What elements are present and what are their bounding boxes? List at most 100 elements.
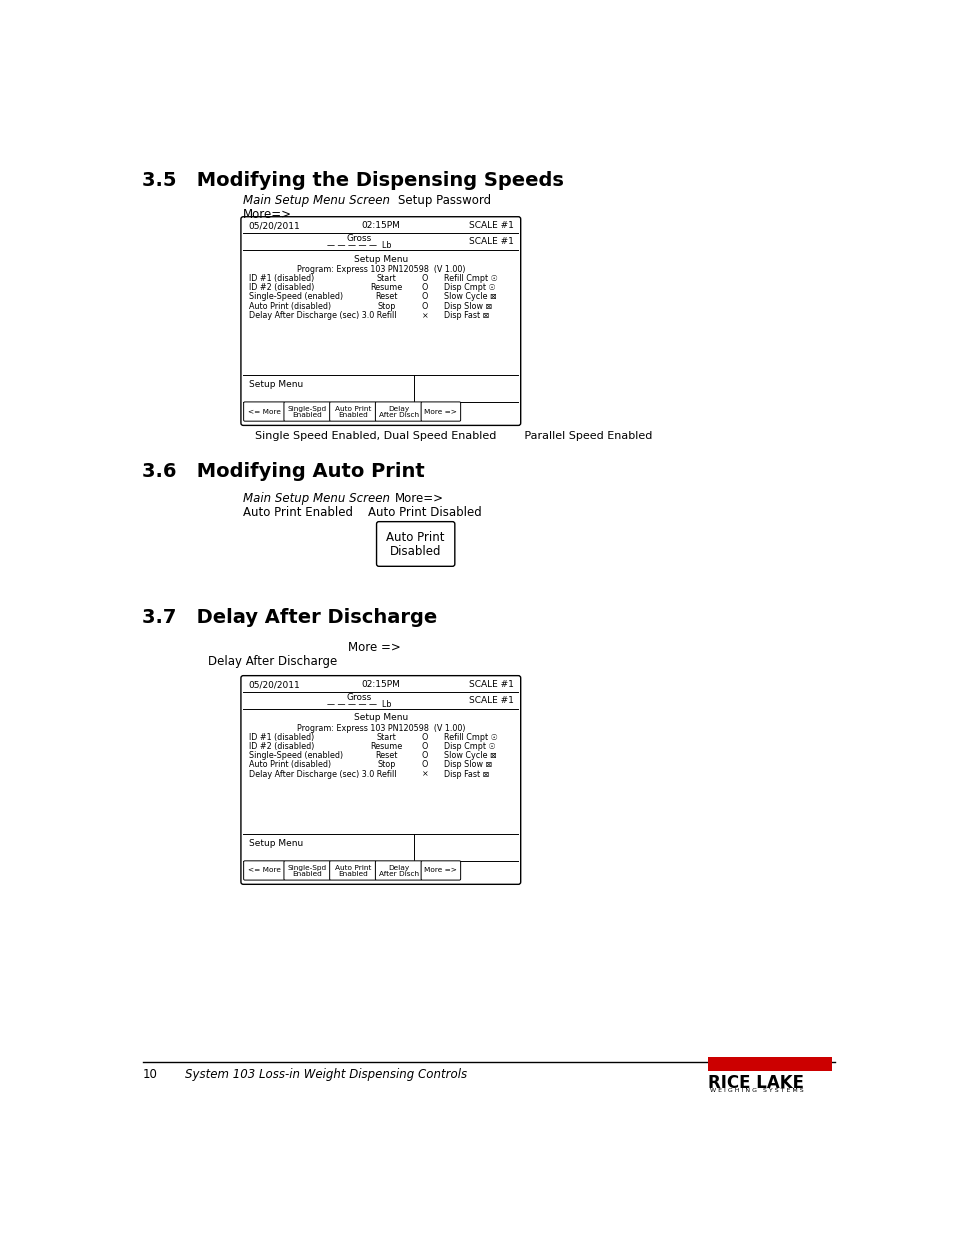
Text: Auto Print Enabled    Auto Print Disabled: Auto Print Enabled Auto Print Disabled: [243, 506, 481, 519]
Text: 3.7   Delay After Discharge: 3.7 Delay After Discharge: [142, 608, 437, 627]
FancyBboxPatch shape: [420, 401, 460, 421]
Text: 3.5   Modifying the Dispensing Speeds: 3.5 Modifying the Dispensing Speeds: [142, 172, 564, 190]
Text: 05/20/2011: 05/20/2011: [248, 680, 299, 689]
Text: O: O: [421, 301, 428, 310]
Text: Delay After Discharge (sec) 3.0 Refill: Delay After Discharge (sec) 3.0 Refill: [249, 769, 395, 779]
Text: Resume: Resume: [370, 283, 402, 291]
Text: Setup Menu: Setup Menu: [249, 380, 303, 389]
Text: Enabled: Enabled: [337, 871, 368, 877]
Text: O: O: [421, 751, 428, 761]
FancyBboxPatch shape: [284, 861, 330, 881]
Text: Reset: Reset: [375, 751, 397, 761]
FancyBboxPatch shape: [330, 401, 375, 421]
Text: Reset: Reset: [375, 293, 397, 301]
Text: Disp Fast ⊠: Disp Fast ⊠: [444, 311, 489, 320]
Text: — — — — —  Lb: — — — — — Lb: [326, 241, 391, 249]
Text: Start: Start: [376, 732, 395, 742]
Text: Auto Print: Auto Print: [386, 531, 444, 545]
Text: Delay: Delay: [388, 864, 409, 871]
Text: Setup Menu: Setup Menu: [354, 254, 408, 263]
Text: Enabled: Enabled: [337, 412, 368, 417]
Text: Main Setup Menu Screen: Main Setup Menu Screen: [243, 194, 390, 207]
Text: Single-Spd: Single-Spd: [287, 405, 327, 411]
Text: Delay After Discharge: Delay After Discharge: [208, 655, 337, 668]
FancyBboxPatch shape: [241, 676, 520, 884]
Text: Delay After Discharge (sec) 3.0 Refill: Delay After Discharge (sec) 3.0 Refill: [249, 311, 395, 320]
Text: Disp Slow ⊠: Disp Slow ⊠: [444, 301, 492, 310]
Text: Auto Print: Auto Print: [335, 864, 371, 871]
FancyBboxPatch shape: [420, 861, 460, 881]
Text: O: O: [421, 274, 428, 283]
Text: Start: Start: [376, 274, 395, 283]
Text: ID #2 (disabled): ID #2 (disabled): [249, 283, 314, 291]
Text: More =>: More =>: [424, 867, 456, 873]
Text: Enabled: Enabled: [292, 871, 322, 877]
Text: RICE LAKE: RICE LAKE: [707, 1073, 803, 1092]
Text: Disp Fast ⊠: Disp Fast ⊠: [444, 769, 489, 779]
FancyBboxPatch shape: [375, 401, 421, 421]
Text: O: O: [421, 283, 428, 291]
Text: Single-Spd: Single-Spd: [287, 864, 327, 871]
Text: Auto Print (disabled): Auto Print (disabled): [249, 761, 331, 769]
Text: Program: Express 103 PN120598  (V 1.00): Program: Express 103 PN120598 (V 1.00): [296, 264, 464, 274]
FancyBboxPatch shape: [376, 521, 455, 567]
FancyBboxPatch shape: [284, 401, 330, 421]
Text: O: O: [421, 761, 428, 769]
Text: 05/20/2011: 05/20/2011: [248, 221, 299, 231]
Text: Single-Speed (enabled): Single-Speed (enabled): [249, 293, 342, 301]
FancyBboxPatch shape: [243, 861, 284, 881]
Text: SCALE #1: SCALE #1: [468, 221, 513, 231]
Text: Slow Cycle ⊠: Slow Cycle ⊠: [444, 293, 497, 301]
Text: After Disch: After Disch: [378, 871, 418, 877]
Text: SCALE #1: SCALE #1: [468, 680, 513, 689]
FancyBboxPatch shape: [243, 401, 284, 421]
Text: Auto Print (disabled): Auto Print (disabled): [249, 301, 331, 310]
Text: Single Speed Enabled, Dual Speed Enabled        Parallel Speed Enabled: Single Speed Enabled, Dual Speed Enabled…: [254, 431, 652, 441]
Text: — — — — —  Lb: — — — — — Lb: [326, 699, 391, 709]
Text: System 103 Loss-in Weight Dispensing Controls: System 103 Loss-in Weight Dispensing Con…: [185, 1068, 467, 1081]
Text: Auto Print: Auto Print: [335, 405, 371, 411]
Text: O: O: [421, 293, 428, 301]
Text: 02:15PM: 02:15PM: [361, 221, 400, 231]
Text: Setup Menu: Setup Menu: [354, 714, 408, 722]
Text: More=>: More=>: [243, 209, 292, 221]
Text: ID #1 (disabled): ID #1 (disabled): [249, 732, 314, 742]
Text: Enabled: Enabled: [292, 412, 322, 417]
Text: ⨯: ⨯: [421, 311, 428, 320]
Text: Program: Express 103 PN120598  (V 1.00): Program: Express 103 PN120598 (V 1.00): [296, 724, 464, 732]
Text: More =>: More =>: [348, 641, 400, 655]
Text: O: O: [421, 732, 428, 742]
Text: Stop: Stop: [376, 761, 395, 769]
Text: <= More: <= More: [248, 867, 280, 873]
Text: Setup Password: Setup Password: [397, 194, 491, 207]
FancyBboxPatch shape: [707, 1057, 831, 1071]
Text: Slow Cycle ⊠: Slow Cycle ⊠: [444, 751, 497, 761]
Text: Gross: Gross: [346, 693, 371, 703]
Text: Single-Speed (enabled): Single-Speed (enabled): [249, 751, 342, 761]
Text: Disp Slow ⊠: Disp Slow ⊠: [444, 761, 492, 769]
Text: SCALE #1: SCALE #1: [468, 237, 513, 246]
Text: More =>: More =>: [424, 409, 456, 415]
Text: Disabled: Disabled: [390, 546, 441, 558]
Text: Stop: Stop: [376, 301, 395, 310]
Text: <= More: <= More: [248, 409, 280, 415]
Text: O: O: [421, 742, 428, 751]
Text: More=>: More=>: [394, 493, 443, 505]
Text: Main Setup Menu Screen: Main Setup Menu Screen: [243, 493, 390, 505]
Text: 02:15PM: 02:15PM: [361, 680, 400, 689]
Text: Refill Cmpt ☉: Refill Cmpt ☉: [444, 732, 497, 742]
Text: ID #2 (disabled): ID #2 (disabled): [249, 742, 314, 751]
Text: Disp Cmpt ☉: Disp Cmpt ☉: [444, 283, 496, 291]
Text: W E I G H I N G   S Y S T E M S: W E I G H I N G S Y S T E M S: [709, 1088, 802, 1093]
Text: ⨯: ⨯: [421, 769, 428, 779]
Text: 10: 10: [142, 1068, 157, 1081]
Text: Delay: Delay: [388, 405, 409, 411]
Text: Resume: Resume: [370, 742, 402, 751]
Text: Disp Cmpt ☉: Disp Cmpt ☉: [444, 742, 496, 751]
Text: Setup Menu: Setup Menu: [249, 839, 303, 848]
Text: SCALE #1: SCALE #1: [468, 697, 513, 705]
FancyBboxPatch shape: [330, 861, 375, 881]
Text: Refill Cmpt ☉: Refill Cmpt ☉: [444, 274, 497, 283]
Text: ID #1 (disabled): ID #1 (disabled): [249, 274, 314, 283]
Text: After Disch: After Disch: [378, 412, 418, 417]
